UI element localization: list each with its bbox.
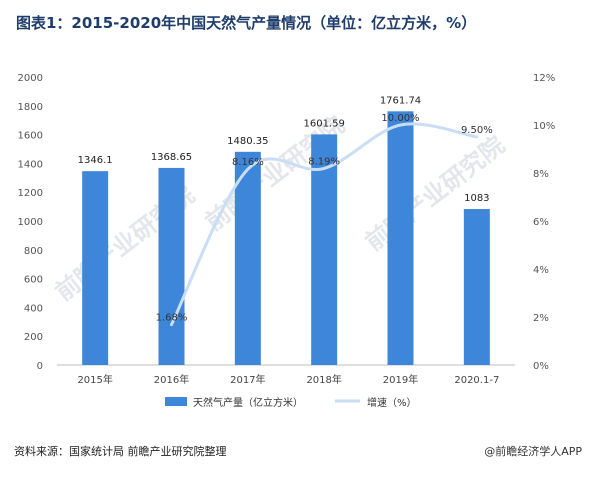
bar-4 bbox=[387, 111, 414, 365]
y-left-tick-label: 200 bbox=[24, 332, 43, 343]
source-note: 资料来源：国家统计局 前瞻产业研究院整理 bbox=[14, 445, 227, 458]
chart-title: 图表1：2015-2020年中国天然气产量情况（单位：亿立方米，%） bbox=[16, 14, 477, 32]
bar-3 bbox=[311, 134, 338, 365]
bar-1 bbox=[158, 167, 185, 365]
y-right-tick-label: 10% bbox=[533, 121, 555, 132]
x-tick-label: 2017年 bbox=[230, 373, 265, 386]
y-left-tick-label: 1000 bbox=[18, 217, 43, 228]
y-left-tick-label: 1400 bbox=[18, 159, 43, 170]
y-left-tick-label: 1800 bbox=[18, 102, 43, 113]
legend-line-label: 增速（%） bbox=[367, 396, 417, 409]
growth-value-label: 1.68% bbox=[156, 313, 188, 324]
bar-value-label: 1761.74 bbox=[380, 95, 421, 106]
growth-value-label: 9.50% bbox=[461, 125, 493, 136]
bar-value-label: 1368.65 bbox=[151, 152, 192, 163]
growth-line bbox=[170, 122, 479, 327]
x-tick-label: 2015年 bbox=[77, 373, 112, 386]
bar-0 bbox=[82, 171, 109, 365]
y-left-tick-label: 800 bbox=[24, 246, 43, 257]
y-left-tick-label: 2000 bbox=[18, 73, 43, 84]
y-right-tick-label: 4% bbox=[533, 265, 549, 276]
bar-value-label: 1083 bbox=[464, 193, 489, 204]
growth-value-label: 8.16% bbox=[232, 157, 264, 168]
y-right-tick-label: 0% bbox=[533, 361, 549, 372]
bar-value-label: 1346.1 bbox=[78, 155, 113, 166]
y-left-tick-label: 1600 bbox=[18, 131, 43, 142]
brand-credit: @前瞻经济学人APP bbox=[484, 445, 582, 458]
legend-bar-label: 天然气产量（亿立方米） bbox=[193, 396, 303, 409]
x-tick-label: 2016年 bbox=[154, 373, 189, 386]
y-left-tick-label: 400 bbox=[24, 303, 43, 314]
x-tick-label: 2020.1-7 bbox=[454, 375, 499, 386]
x-tick-label: 2019年 bbox=[383, 373, 418, 386]
bar-value-label: 1601.59 bbox=[303, 118, 344, 129]
bar-value-label: 1480.35 bbox=[227, 136, 268, 147]
y-right-tick-label: 12% bbox=[533, 73, 555, 84]
y-right-tick-label: 6% bbox=[533, 217, 549, 228]
legend-bar-swatch bbox=[165, 397, 187, 406]
x-tick-label: 2018年 bbox=[306, 373, 341, 386]
growth-value-label: 8.19% bbox=[308, 156, 340, 167]
y-left-tick-label: 600 bbox=[24, 275, 43, 286]
y-right-tick-label: 8% bbox=[533, 169, 549, 180]
y-right-tick-label: 2% bbox=[533, 313, 549, 324]
bar-5 bbox=[463, 209, 490, 365]
growth-value-label: 10.00% bbox=[381, 113, 419, 124]
bar-2 bbox=[234, 151, 261, 365]
y-left-tick-label: 1200 bbox=[18, 188, 43, 199]
y-left-tick-label: 0 bbox=[37, 361, 43, 372]
